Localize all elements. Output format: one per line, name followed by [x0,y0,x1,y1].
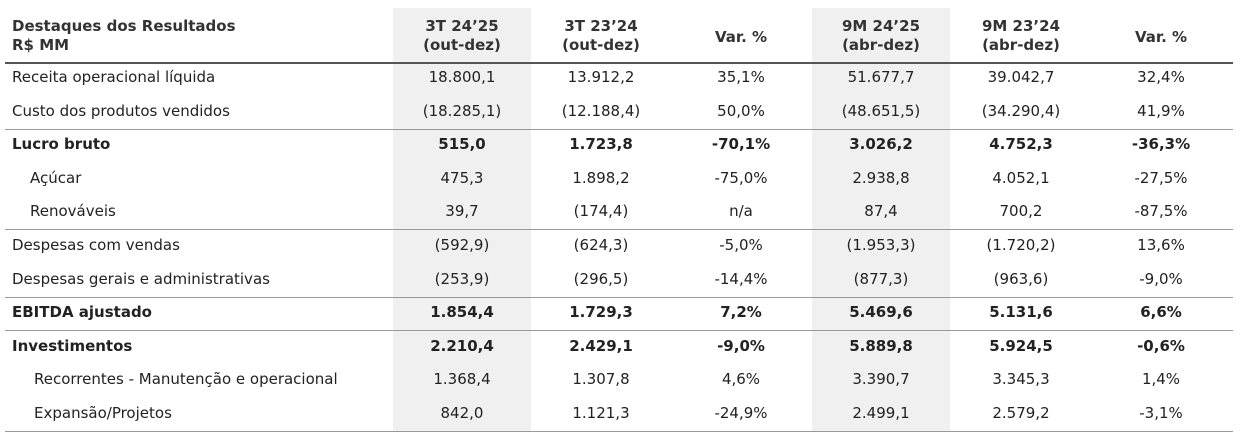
cell-value: 2.210,4 [430,336,494,355]
cell-value: 1.898,2 [572,168,630,187]
cell-value: -14,4% [714,269,768,288]
cell-value: 32,4% [1137,68,1185,86]
cell-value: 39.042,7 [987,68,1055,86]
cell-value: 5.131,6 [989,303,1053,322]
column-header: 3T 23’24 [564,17,638,35]
cell-value: 1.723,8 [569,135,633,154]
cell-value: 6,6% [1140,303,1182,322]
column-header: (out-dez) [562,36,640,54]
cell-value: -5,0% [719,236,763,254]
cell-value: (963,6) [993,269,1049,288]
row-label: Lucro bruto [12,135,111,154]
row-rule [5,297,1233,298]
cell-value: 5.924,5 [989,336,1053,355]
row-label: Despesas gerais e administrativas [12,269,270,288]
cell-value: -75,0% [714,168,768,187]
cell-value: 4,6% [721,370,761,389]
row-rule [5,129,1233,130]
cell-value: 515,0 [438,135,486,154]
cell-value: 5.469,6 [849,303,913,322]
cell-value: -70,1% [711,135,771,154]
cell-value: -9,0% [1139,269,1183,288]
row-label: Renováveis [30,202,116,221]
cell-value: -0,6% [1137,336,1185,355]
row-rule [5,431,1233,432]
cell-value: 2.938,8 [852,168,910,187]
row-rule [5,229,1233,230]
cell-value: 18.800,1 [428,68,496,86]
cell-value: 3.026,2 [849,135,913,154]
column-shade [812,8,950,432]
row-label: Custo dos produtos vendidos [12,101,230,120]
cell-value: -3,1% [1139,404,1183,422]
cell-value: (1.953,3) [846,236,916,254]
cell-value: (48.651,5) [841,101,921,120]
cell-value: 51.677,7 [847,68,915,86]
cell-value: -36,3% [1131,135,1191,154]
cell-value: -9,0% [717,336,765,355]
cell-value: 13,6% [1137,236,1185,254]
column-header: Var. % [1134,28,1188,46]
cell-value: 41,9% [1137,101,1185,120]
cell-value: (12.188,4) [561,101,641,120]
header-title: R$ MM [12,36,70,54]
column-header: (abr-dez) [982,36,1060,54]
cell-value: 35,1% [717,68,765,86]
cell-value: 2.499,1 [852,404,910,422]
cell-value: (624,3) [573,236,629,254]
cell-value: 13.912,2 [567,68,635,86]
cell-value: 1,4% [1141,370,1181,389]
cell-value: -24,9% [714,404,768,422]
cell-value: 87,4 [864,202,898,221]
column-header: 9M 24’25 [841,17,921,35]
cell-value: (1.720,2) [986,236,1056,254]
cell-value: 2.429,1 [569,336,633,355]
column-header: Var. % [714,28,768,46]
cell-value: 1.368,4 [433,370,491,389]
cell-value: (592,9) [434,236,490,254]
cell-value: 50,0% [717,101,765,120]
cell-value: 842,0 [440,404,484,422]
row-rule [5,330,1233,331]
cell-value: 4.052,1 [992,168,1050,187]
cell-value: 1.307,8 [572,370,630,389]
row-label: Açúcar [30,168,82,187]
column-shade [393,8,531,432]
cell-value: 5.889,8 [849,336,913,355]
cell-value: 4.752,3 [989,135,1053,154]
cell-value: 1.121,3 [572,404,630,422]
cell-value: (253,9) [434,269,490,288]
row-label: EBITDA ajustado [12,303,152,322]
cell-value: 7,2% [720,303,762,322]
cell-value: (296,5) [573,269,629,288]
cell-value: -27,5% [1134,168,1188,187]
row-label: Receita operacional líquida [12,68,216,86]
column-header: (abr-dez) [842,36,920,54]
cell-value: (174,4) [573,202,629,221]
column-header: 3T 24’25 [425,17,499,35]
cell-value: (877,3) [853,269,909,288]
row-label: Expansão/Projetos [34,404,172,422]
row-label: Despesas com vendas [12,236,180,254]
column-header: 9M 23’24 [981,17,1061,35]
cell-value: 1.729,3 [569,303,633,322]
cell-value: 2.579,2 [992,404,1050,422]
row-label: Recorrentes - Manutenção e operacional [34,370,338,389]
row-label: Investimentos [12,336,133,355]
cell-value: 700,2 [999,202,1043,221]
cell-value: n/a [729,202,753,221]
cell-value: 3.390,7 [852,370,910,389]
header-rule [5,62,1233,64]
cell-value: 1.854,4 [430,303,494,322]
cell-value: -87,5% [1134,202,1188,221]
header-title: Destaques dos Resultados [12,17,236,35]
cell-value: 39,7 [445,202,479,221]
cell-value: (34.290,4) [981,101,1061,120]
column-header: (out-dez) [423,36,501,54]
cell-value: 3.345,3 [992,370,1050,389]
cell-value: (18.285,1) [422,101,502,120]
cell-value: 475,3 [440,168,484,187]
